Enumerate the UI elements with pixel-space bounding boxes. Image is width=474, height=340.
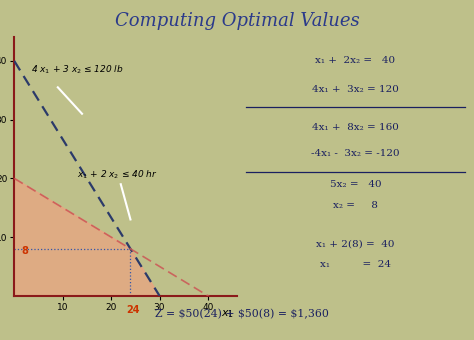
Text: Z = $50(24) + $50(8) = $1,360: Z = $50(24) + $50(8) = $1,360 <box>155 309 328 320</box>
Text: Computing Optimal Values: Computing Optimal Values <box>115 12 359 30</box>
Text: -4x₁ -  3x₂ = -120: -4x₁ - 3x₂ = -120 <box>311 149 400 158</box>
Text: x₁          =  24: x₁ = 24 <box>320 260 391 269</box>
Text: x₁ +  2x₂ =   40: x₁ + 2x₂ = 40 <box>315 56 396 65</box>
Text: 8: 8 <box>21 245 28 256</box>
Text: 24: 24 <box>127 305 140 316</box>
Text: $x_1$: $x_1$ <box>221 309 234 321</box>
Polygon shape <box>14 178 160 296</box>
Text: x₂ =     8: x₂ = 8 <box>333 201 378 210</box>
Text: 4 $x_1$ + 3 $x_2$ ≤ 120 lb: 4 $x_1$ + 3 $x_2$ ≤ 120 lb <box>31 64 124 76</box>
Text: $x_1$ + 2 $x_2$ ≤ 40 hr: $x_1$ + 2 $x_2$ ≤ 40 hr <box>77 169 158 181</box>
Text: 5x₂ =   40: 5x₂ = 40 <box>330 180 381 189</box>
Text: 4x₁ +  3x₂ = 120: 4x₁ + 3x₂ = 120 <box>312 85 399 94</box>
Text: 4x₁ +  8x₂ = 160: 4x₁ + 8x₂ = 160 <box>312 123 399 132</box>
Text: x₁ + 2(8) =  40: x₁ + 2(8) = 40 <box>316 240 395 249</box>
